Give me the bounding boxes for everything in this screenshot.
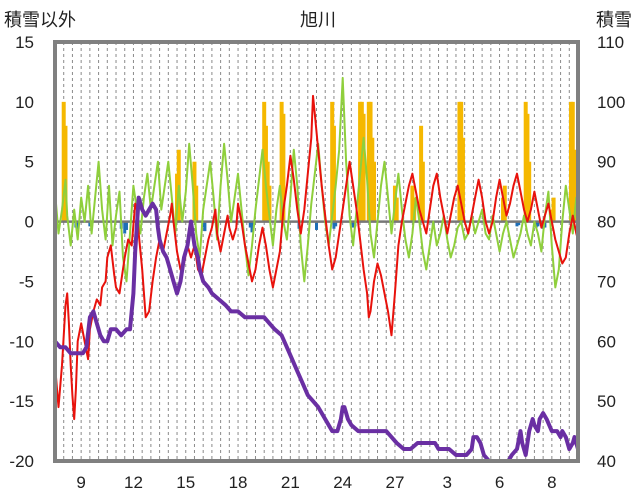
snowfall-bar: [372, 161, 377, 222]
x-tick-label: 15: [176, 473, 195, 492]
left-tick-label: -20: [9, 452, 34, 471]
left-tick-label: 0: [25, 213, 34, 232]
plot-frame: [53, 40, 580, 463]
x-tick-label: 24: [333, 473, 352, 492]
x-tick-label: 21: [281, 473, 300, 492]
negative-bar: [334, 221, 338, 227]
right-tick-label: 60: [597, 332, 616, 351]
snowfall-bar: [572, 149, 577, 222]
x-tick-label: 12: [124, 473, 143, 492]
negative-bar: [124, 221, 128, 230]
right-tick-label: 90: [597, 153, 616, 172]
snowfall-bar: [551, 197, 556, 222]
x-tick-label: 18: [229, 473, 248, 492]
vertical-grid-lines: [63, 42, 570, 461]
left-y-ticks: 15 10 5 0 -5 -10 -15 -20: [9, 33, 34, 471]
right-tick-label: 40: [597, 452, 616, 471]
snowfall-bar: [63, 125, 68, 222]
snowfall-bar: [194, 185, 199, 222]
x-tick-label: 6: [495, 473, 504, 492]
negative-bar: [351, 221, 355, 228]
negative-bar: [203, 221, 207, 232]
chart-title: 旭川: [300, 10, 336, 31]
snowfall-bar: [394, 197, 399, 222]
right-tick-label: 110: [597, 33, 624, 52]
left-tick-label: 15: [15, 33, 34, 52]
negative-bar: [250, 221, 254, 233]
x-ticks: 9 12 15 18 21 24 27 3 6 8: [76, 473, 556, 492]
negative-bar: [76, 221, 80, 232]
negative-bar: [248, 221, 252, 228]
negative-bar: [315, 221, 318, 230]
right-tick-label: 80: [597, 213, 616, 232]
right-tick-label: 100: [597, 93, 625, 112]
left-tick-label: -5: [19, 272, 34, 291]
snowfall-bar: [267, 185, 272, 222]
temperature-line: [54, 94, 579, 421]
plot-border: [53, 40, 580, 463]
right-tick-label: 70: [597, 272, 616, 291]
snow-depth-line: [53, 195, 580, 463]
snowfall-bar: [420, 161, 425, 222]
snowfall-bar: [460, 137, 465, 222]
snowfall-bar: [527, 161, 532, 222]
left-tick-label: -10: [9, 332, 34, 351]
right-tick-label: 50: [597, 392, 616, 411]
left-tick-label: 10: [15, 93, 34, 112]
left-tick-label: 5: [25, 153, 34, 172]
x-tick-label: 27: [385, 473, 404, 492]
left-axis-label: 積雪以外: [4, 10, 76, 31]
x-tick-label: 9: [76, 473, 85, 492]
snowfall-bar: [331, 125, 336, 222]
left-tick-label: -15: [9, 392, 34, 411]
negative-bar: [517, 221, 521, 226]
right-axis-label: 積雪: [596, 10, 632, 31]
negative-bar: [515, 221, 519, 227]
x-tick-label: 3: [443, 473, 452, 492]
negative-bar: [201, 221, 205, 228]
right-y-ticks: 110 100 90 80 70 60 50 40: [597, 33, 625, 471]
x-tick-label: 8: [547, 473, 556, 492]
negative-bar: [88, 221, 92, 227]
negative-bar: [332, 221, 336, 229]
negative-bar: [123, 221, 127, 234]
snowfall-bar: [281, 113, 286, 222]
snowfall-bar: [361, 113, 366, 222]
series-lines: [53, 76, 580, 463]
negative-bar: [536, 221, 540, 227]
